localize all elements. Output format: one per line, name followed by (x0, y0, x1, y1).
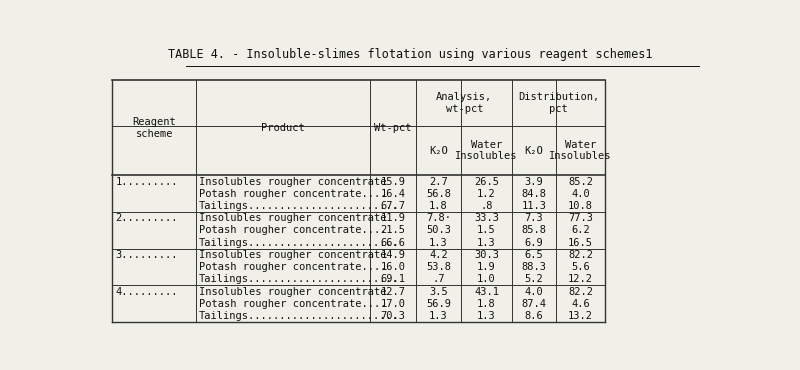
Text: 4.0: 4.0 (571, 189, 590, 199)
Text: 2.7: 2.7 (429, 176, 448, 186)
Text: K₂O: K₂O (429, 145, 448, 155)
Text: Wt-pct: Wt-pct (374, 123, 412, 133)
Text: 5.6: 5.6 (571, 262, 590, 272)
Text: 66.6: 66.6 (381, 238, 406, 248)
Text: 13.2: 13.2 (568, 311, 593, 321)
Text: Potash rougher concentrate....: Potash rougher concentrate.... (199, 189, 386, 199)
Text: 30.3: 30.3 (474, 250, 499, 260)
Text: 6.2: 6.2 (571, 225, 590, 235)
Text: .8: .8 (480, 201, 493, 211)
Text: 7.8·: 7.8· (426, 213, 451, 223)
Text: 87.4: 87.4 (522, 299, 546, 309)
Text: 1.3: 1.3 (429, 238, 448, 248)
Text: 4.........: 4......... (115, 287, 178, 297)
Text: Product: Product (261, 123, 305, 133)
Text: Tailings........................: Tailings........................ (199, 201, 399, 211)
Text: 85.2: 85.2 (568, 176, 593, 186)
Text: 11.3: 11.3 (522, 201, 546, 211)
Text: 1.3: 1.3 (477, 238, 496, 248)
Text: 43.1: 43.1 (474, 287, 499, 297)
Text: 5.2: 5.2 (525, 275, 543, 285)
Text: Potash rougher concentrate....: Potash rougher concentrate.... (199, 262, 386, 272)
Text: 1.3: 1.3 (429, 311, 448, 321)
Text: TABLE 4. - Insoluble-slimes flotation using various reagent schemes1: TABLE 4. - Insoluble-slimes flotation us… (168, 48, 652, 61)
Text: 50.3: 50.3 (426, 225, 451, 235)
Text: 33.3: 33.3 (474, 213, 499, 223)
Text: Insolubles rougher concentrate: Insolubles rougher concentrate (199, 213, 386, 223)
Text: 4.0: 4.0 (525, 287, 543, 297)
Text: 1.9: 1.9 (477, 262, 496, 272)
Text: 7.3: 7.3 (525, 213, 543, 223)
Text: Potash rougher concentrate....: Potash rougher concentrate.... (199, 225, 386, 235)
Text: 14.9: 14.9 (381, 250, 406, 260)
Text: Water
Insolubles: Water Insolubles (455, 140, 518, 161)
Text: 1.........: 1......... (115, 176, 178, 186)
Text: 16.5: 16.5 (568, 238, 593, 248)
Text: 11.9: 11.9 (381, 213, 406, 223)
Text: 2.........: 2......... (115, 213, 178, 223)
Text: 56.8: 56.8 (426, 189, 451, 199)
Text: 12.2: 12.2 (568, 275, 593, 285)
Text: 85.8: 85.8 (522, 225, 546, 235)
Text: 6.9: 6.9 (525, 238, 543, 248)
Text: 4.6: 4.6 (571, 299, 590, 309)
Text: Insolubles rougher concentrate: Insolubles rougher concentrate (199, 250, 386, 260)
Text: 10.8: 10.8 (568, 201, 593, 211)
Text: Potash rougher concentrate....: Potash rougher concentrate.... (199, 299, 386, 309)
Text: 17.0: 17.0 (381, 299, 406, 309)
Text: 6.5: 6.5 (525, 250, 543, 260)
Text: 88.3: 88.3 (522, 262, 546, 272)
Text: Tailings........................: Tailings........................ (199, 275, 399, 285)
Text: Tailings........................: Tailings........................ (199, 238, 399, 248)
Text: 1.3: 1.3 (477, 311, 496, 321)
Text: 69.1: 69.1 (381, 275, 406, 285)
Text: 70.3: 70.3 (381, 311, 406, 321)
Text: 77.3: 77.3 (568, 213, 593, 223)
Text: 15.9: 15.9 (381, 176, 406, 186)
Text: 12.7: 12.7 (381, 287, 406, 297)
Text: 8.6: 8.6 (525, 311, 543, 321)
Text: 16.0: 16.0 (381, 262, 406, 272)
Text: Tailings........................: Tailings........................ (199, 311, 399, 321)
Text: Distribution,
pct: Distribution, pct (518, 92, 599, 114)
Text: Water
Insolubles: Water Insolubles (550, 140, 612, 161)
Text: 3.9: 3.9 (525, 176, 543, 186)
Text: 82.2: 82.2 (568, 250, 593, 260)
Text: .7: .7 (432, 275, 445, 285)
Text: Insolubles rougher concentrate: Insolubles rougher concentrate (199, 176, 386, 186)
Text: 21.5: 21.5 (381, 225, 406, 235)
Text: 26.5: 26.5 (474, 176, 499, 186)
Text: Analysis,
wt-pct: Analysis, wt-pct (436, 92, 492, 114)
Text: 82.2: 82.2 (568, 287, 593, 297)
Text: 56.9: 56.9 (426, 299, 451, 309)
Text: 1.0: 1.0 (477, 275, 496, 285)
Text: 1.8: 1.8 (429, 201, 448, 211)
Text: K₂O: K₂O (525, 145, 543, 155)
Text: 16.4: 16.4 (381, 189, 406, 199)
Text: 1.8: 1.8 (477, 299, 496, 309)
Text: Reagent
scheme: Reagent scheme (132, 117, 176, 138)
Text: 1.2: 1.2 (477, 189, 496, 199)
Text: 84.8: 84.8 (522, 189, 546, 199)
Text: Insolubles rougher concentrate: Insolubles rougher concentrate (199, 287, 386, 297)
Text: 67.7: 67.7 (381, 201, 406, 211)
Text: 3.5: 3.5 (429, 287, 448, 297)
Text: 4.2: 4.2 (429, 250, 448, 260)
Text: 1.5: 1.5 (477, 225, 496, 235)
Text: 3.........: 3......... (115, 250, 178, 260)
Text: 53.8: 53.8 (426, 262, 451, 272)
